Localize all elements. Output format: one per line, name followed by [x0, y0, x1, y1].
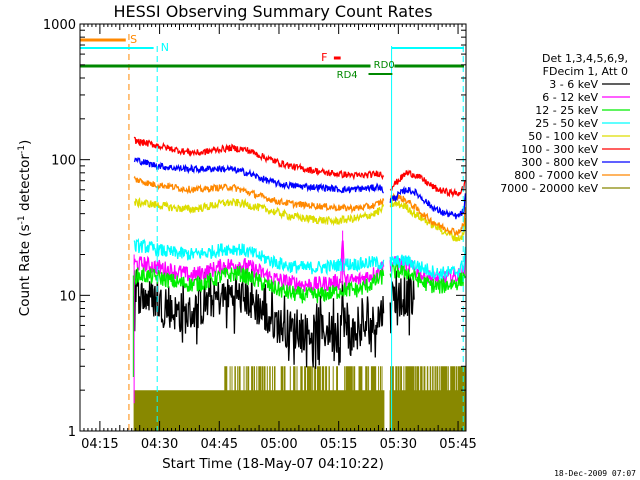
- series-line-25-50kev: [133, 238, 467, 280]
- y-tick-label: 10: [59, 289, 76, 304]
- y-axis-label-sup1: -1: [17, 215, 27, 224]
- y-tick-label: 1: [68, 425, 76, 440]
- night-label: N: [161, 41, 169, 54]
- y-tick-label: 100: [51, 154, 76, 169]
- chart-title: HESSI Observing Summary Count Rates: [113, 2, 432, 21]
- plot-area: S N F RD0 RD4: [80, 33, 467, 431]
- x-tick-label: 04:30: [141, 437, 178, 452]
- y-axis-label: Count Rate (s-1 detector-1): [17, 140, 33, 316]
- x-axis-label: Start Time (18-May-07 04:10:22): [162, 456, 384, 472]
- series-line-300-800kev: [133, 156, 467, 220]
- y-axis-label-main: Count Rate (s: [17, 224, 33, 316]
- rd0-label: RD0: [374, 60, 395, 71]
- legend-entry-label: 12 - 25 keV: [535, 104, 598, 117]
- legend-entry-label: 3 - 6 keV: [549, 78, 598, 91]
- x-tick-label: 05:45: [439, 437, 476, 452]
- saa-label: S: [130, 33, 137, 46]
- legend-entry-label: 300 - 800 keV: [521, 156, 598, 169]
- y-axis-label-sup2: -1: [17, 145, 27, 154]
- y-axis-label-mid: detector: [17, 154, 33, 216]
- plot-frame: [79, 23, 467, 432]
- series-line-800-7000kev: [133, 175, 467, 237]
- legend-header-line: Det 1,3,4,5,6,9,: [542, 52, 628, 65]
- legend-entry-label: 50 - 100 keV: [528, 130, 598, 143]
- x-tick-label: 05:00: [260, 437, 297, 452]
- legend-entry-label: 25 - 50 keV: [535, 117, 598, 130]
- footer-date: 18-Dec-2009 07:07: [554, 469, 636, 478]
- x-tick-label: 04:45: [201, 437, 238, 452]
- legend-header-line: FDecim 1, Att 0: [543, 65, 628, 78]
- x-tick-label: 05:30: [380, 437, 417, 452]
- x-tick-label: 05:15: [320, 437, 357, 452]
- flare-label: F: [321, 51, 327, 64]
- legend-entry-label: 7000 - 20000 keV: [500, 182, 598, 195]
- legend-entry-label: 800 - 7000 keV: [514, 169, 598, 182]
- y-axis-label-end: ): [17, 140, 33, 145]
- legend-entry-label: 100 - 300 keV: [521, 143, 598, 156]
- legend-entry-label: 6 - 12 keV: [542, 91, 598, 104]
- series-line-50-100kev: [133, 197, 467, 242]
- series-line-7000-20000kev: [133, 366, 466, 431]
- legend: Det 1,3,4,5,6,9,FDecim 1, Att 03 - 6 keV…: [500, 52, 630, 195]
- series-line-12-25kev: [133, 262, 466, 304]
- rd4-label: RD4: [337, 70, 358, 81]
- x-tick-label: 04:15: [81, 437, 118, 452]
- series-line-100-300kev: [133, 136, 466, 199]
- axes: 1 10 100 1000 04:15 04:30 04:45 05:00 05:15 05:30…: [43, 18, 477, 452]
- y-tick-label: 1000: [43, 18, 76, 33]
